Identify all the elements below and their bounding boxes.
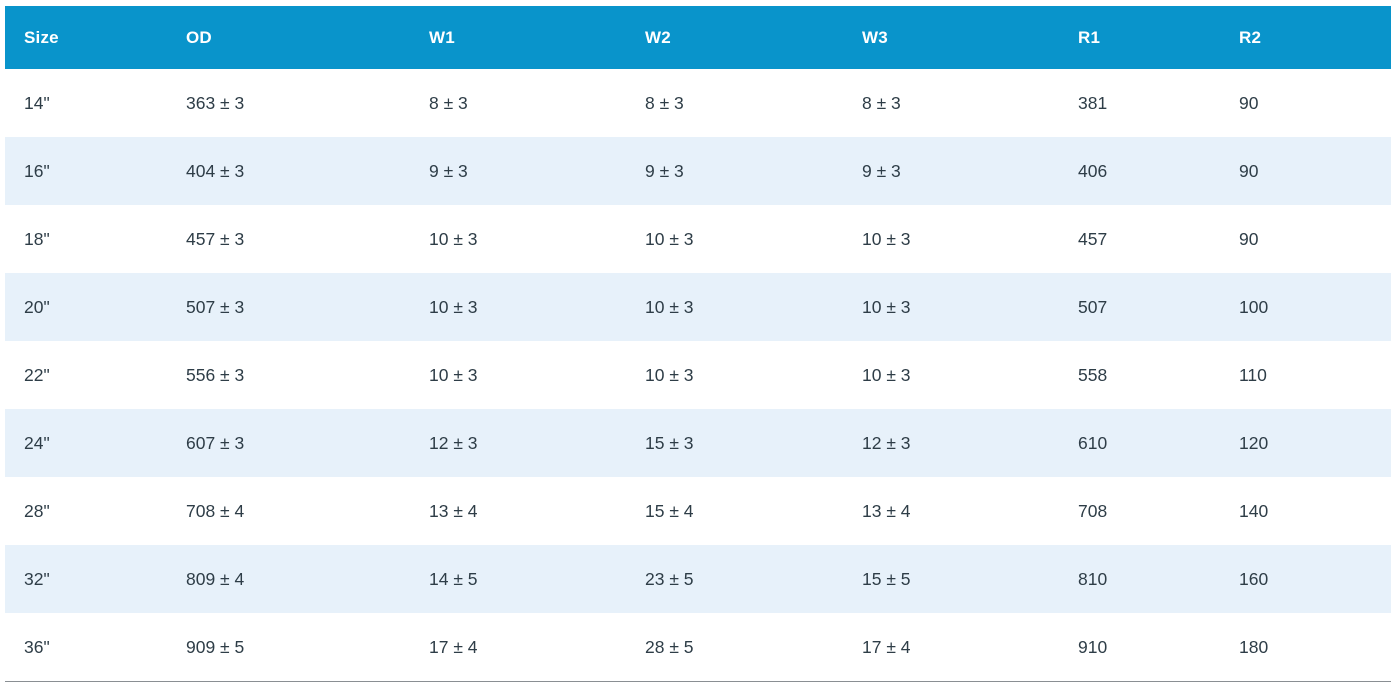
cell-od: 363 ± 3	[167, 69, 410, 137]
column-header-w1: W1	[410, 6, 626, 69]
cell-w1: 9 ± 3	[410, 137, 626, 205]
cell-size: 16"	[5, 137, 167, 205]
cell-r2: 90	[1220, 137, 1391, 205]
column-header-od: OD	[167, 6, 410, 69]
cell-od: 556 ± 3	[167, 341, 410, 409]
cell-od: 457 ± 3	[167, 205, 410, 273]
cell-w3: 17 ± 4	[843, 613, 1059, 682]
cell-size: 20"	[5, 273, 167, 341]
table-row: 36" 909 ± 5 17 ± 4 28 ± 5 17 ± 4 910 180	[5, 613, 1391, 682]
table-row: 22" 556 ± 3 10 ± 3 10 ± 3 10 ± 3 558 110	[5, 341, 1391, 409]
cell-size: 28"	[5, 477, 167, 545]
cell-od: 708 ± 4	[167, 477, 410, 545]
cell-w1: 10 ± 3	[410, 341, 626, 409]
cell-w2: 23 ± 5	[626, 545, 843, 613]
table-row: 14" 363 ± 3 8 ± 3 8 ± 3 8 ± 3 381 90	[5, 69, 1391, 137]
cell-w2: 15 ± 3	[626, 409, 843, 477]
cell-size: 18"	[5, 205, 167, 273]
table-row: 32" 809 ± 4 14 ± 5 23 ± 5 15 ± 5 810 160	[5, 545, 1391, 613]
table-header: Size OD W1 W2 W3 R1 R2	[5, 6, 1391, 69]
column-header-w3: W3	[843, 6, 1059, 69]
cell-w3: 15 ± 5	[843, 545, 1059, 613]
cell-w2: 15 ± 4	[626, 477, 843, 545]
header-row: Size OD W1 W2 W3 R1 R2	[5, 6, 1391, 69]
cell-w3: 13 ± 4	[843, 477, 1059, 545]
cell-r1: 910	[1059, 613, 1220, 682]
cell-od: 507 ± 3	[167, 273, 410, 341]
cell-w3: 10 ± 3	[843, 341, 1059, 409]
cell-w1: 8 ± 3	[410, 69, 626, 137]
cell-w3: 10 ± 3	[843, 205, 1059, 273]
cell-r2: 160	[1220, 545, 1391, 613]
column-header-w2: W2	[626, 6, 843, 69]
cell-r1: 610	[1059, 409, 1220, 477]
cell-w1: 10 ± 3	[410, 273, 626, 341]
table-row: 24" 607 ± 3 12 ± 3 15 ± 3 12 ± 3 610 120	[5, 409, 1391, 477]
cell-w1: 13 ± 4	[410, 477, 626, 545]
column-header-r1: R1	[1059, 6, 1220, 69]
table-row: 16" 404 ± 3 9 ± 3 9 ± 3 9 ± 3 406 90	[5, 137, 1391, 205]
cell-r1: 810	[1059, 545, 1220, 613]
cell-w2: 8 ± 3	[626, 69, 843, 137]
cell-w1: 17 ± 4	[410, 613, 626, 682]
cell-r1: 381	[1059, 69, 1220, 137]
cell-r1: 507	[1059, 273, 1220, 341]
cell-r2: 100	[1220, 273, 1391, 341]
cell-size: 32"	[5, 545, 167, 613]
cell-od: 607 ± 3	[167, 409, 410, 477]
cell-size: 22"	[5, 341, 167, 409]
cell-w3: 12 ± 3	[843, 409, 1059, 477]
cell-r2: 180	[1220, 613, 1391, 682]
cell-r1: 708	[1059, 477, 1220, 545]
cell-w1: 10 ± 3	[410, 205, 626, 273]
cell-r2: 90	[1220, 69, 1391, 137]
cell-r2: 110	[1220, 341, 1391, 409]
table-body: 14" 363 ± 3 8 ± 3 8 ± 3 8 ± 3 381 90 16"…	[5, 69, 1391, 682]
cell-w1: 12 ± 3	[410, 409, 626, 477]
cell-size: 24"	[5, 409, 167, 477]
cell-size: 36"	[5, 613, 167, 682]
cell-w3: 10 ± 3	[843, 273, 1059, 341]
cell-r2: 90	[1220, 205, 1391, 273]
cell-w2: 10 ± 3	[626, 273, 843, 341]
cell-r2: 140	[1220, 477, 1391, 545]
cell-r1: 457	[1059, 205, 1220, 273]
table-row: 18" 457 ± 3 10 ± 3 10 ± 3 10 ± 3 457 90	[5, 205, 1391, 273]
cell-size: 14"	[5, 69, 167, 137]
dimensions-spec-table: Size OD W1 W2 W3 R1 R2 14" 363 ± 3 8 ± 3…	[5, 6, 1391, 682]
cell-od: 909 ± 5	[167, 613, 410, 682]
cell-od: 809 ± 4	[167, 545, 410, 613]
cell-w2: 10 ± 3	[626, 205, 843, 273]
table-row: 20" 507 ± 3 10 ± 3 10 ± 3 10 ± 3 507 100	[5, 273, 1391, 341]
cell-r1: 406	[1059, 137, 1220, 205]
cell-r2: 120	[1220, 409, 1391, 477]
column-header-size: Size	[5, 6, 167, 69]
cell-w1: 14 ± 5	[410, 545, 626, 613]
cell-w3: 8 ± 3	[843, 69, 1059, 137]
cell-w3: 9 ± 3	[843, 137, 1059, 205]
table-row: 28" 708 ± 4 13 ± 4 15 ± 4 13 ± 4 708 140	[5, 477, 1391, 545]
cell-od: 404 ± 3	[167, 137, 410, 205]
cell-w2: 10 ± 3	[626, 341, 843, 409]
column-header-r2: R2	[1220, 6, 1391, 69]
cell-r1: 558	[1059, 341, 1220, 409]
cell-w2: 9 ± 3	[626, 137, 843, 205]
cell-w2: 28 ± 5	[626, 613, 843, 682]
